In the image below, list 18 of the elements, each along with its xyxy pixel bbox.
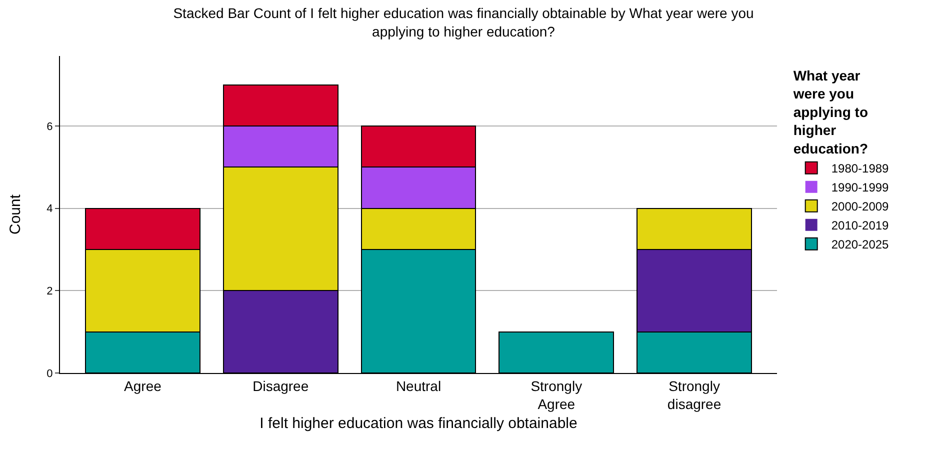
legend-title: What year were you applying to higher education? <box>792 68 868 156</box>
legend-label: 1990-1999 <box>831 180 890 195</box>
x-tick-label: Neutral <box>396 378 442 394</box>
x-axis-title: I felt higher education was financially obtainable <box>260 415 578 432</box>
legend-label: 2010-2019 <box>831 218 890 233</box>
y-tick-label: 0 <box>46 368 53 380</box>
x-tick-label: Agree <box>124 378 162 394</box>
x-tick-label: Strongly disagree <box>667 378 722 412</box>
legend-label: 2020-2025 <box>831 238 890 252</box>
chart-title: Stacked Bar Count of I felt higher education was financially obtainable by What year were you applying to higher education? <box>173 5 754 40</box>
y-tick-label: 2 <box>46 286 53 298</box>
y-tick-label: 4 <box>46 203 53 216</box>
y-tick-label: 6 <box>46 120 53 133</box>
legend-label: 1980-1989 <box>831 162 890 176</box>
y-axis-title: Count <box>7 194 24 235</box>
legend-label: 2000-2009 <box>831 200 890 214</box>
x-tick-label: Disagree <box>252 378 309 394</box>
x-tick-label: Strongly Agree <box>530 378 582 412</box>
